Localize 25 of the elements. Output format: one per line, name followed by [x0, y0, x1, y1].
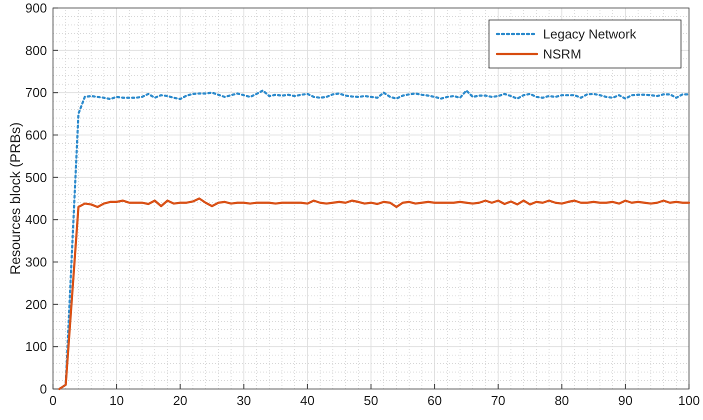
y-tick-label: 500: [25, 170, 47, 185]
x-tick-label: 70: [490, 393, 506, 408]
x-tick-label: 50: [364, 393, 378, 408]
y-tick-label: 700: [25, 85, 47, 100]
y-tick-label: 200: [25, 296, 47, 312]
y-tick-label: 800: [25, 42, 47, 58]
x-tick-label: 90: [618, 393, 633, 408]
x-tick-label: 80: [554, 393, 570, 408]
legend-label: NSRM: [543, 46, 582, 62]
y-tick-label: 100: [25, 339, 47, 354]
x-tick-label: 0: [49, 393, 57, 408]
line-series: [58, 197, 690, 390]
x-tick-label: 60: [427, 393, 442, 408]
x-tick-label: 30: [236, 393, 252, 408]
y-tick-label: 900: [25, 0, 47, 16]
x-tick-label: 40: [300, 393, 315, 408]
y-tick-label: 600: [25, 128, 47, 142]
y-tick-label: 0: [40, 382, 47, 396]
y-tick-label: 400: [25, 212, 47, 228]
x-tick-label: 10: [109, 393, 124, 408]
x-tick-label: 20: [172, 393, 188, 408]
legend-label: Legacy Network: [543, 26, 637, 42]
x-tick-label: 100: [678, 393, 700, 408]
y-tick-label: 300: [25, 254, 47, 270]
y-axis-title: Resources block (PRBs): [7, 122, 23, 275]
